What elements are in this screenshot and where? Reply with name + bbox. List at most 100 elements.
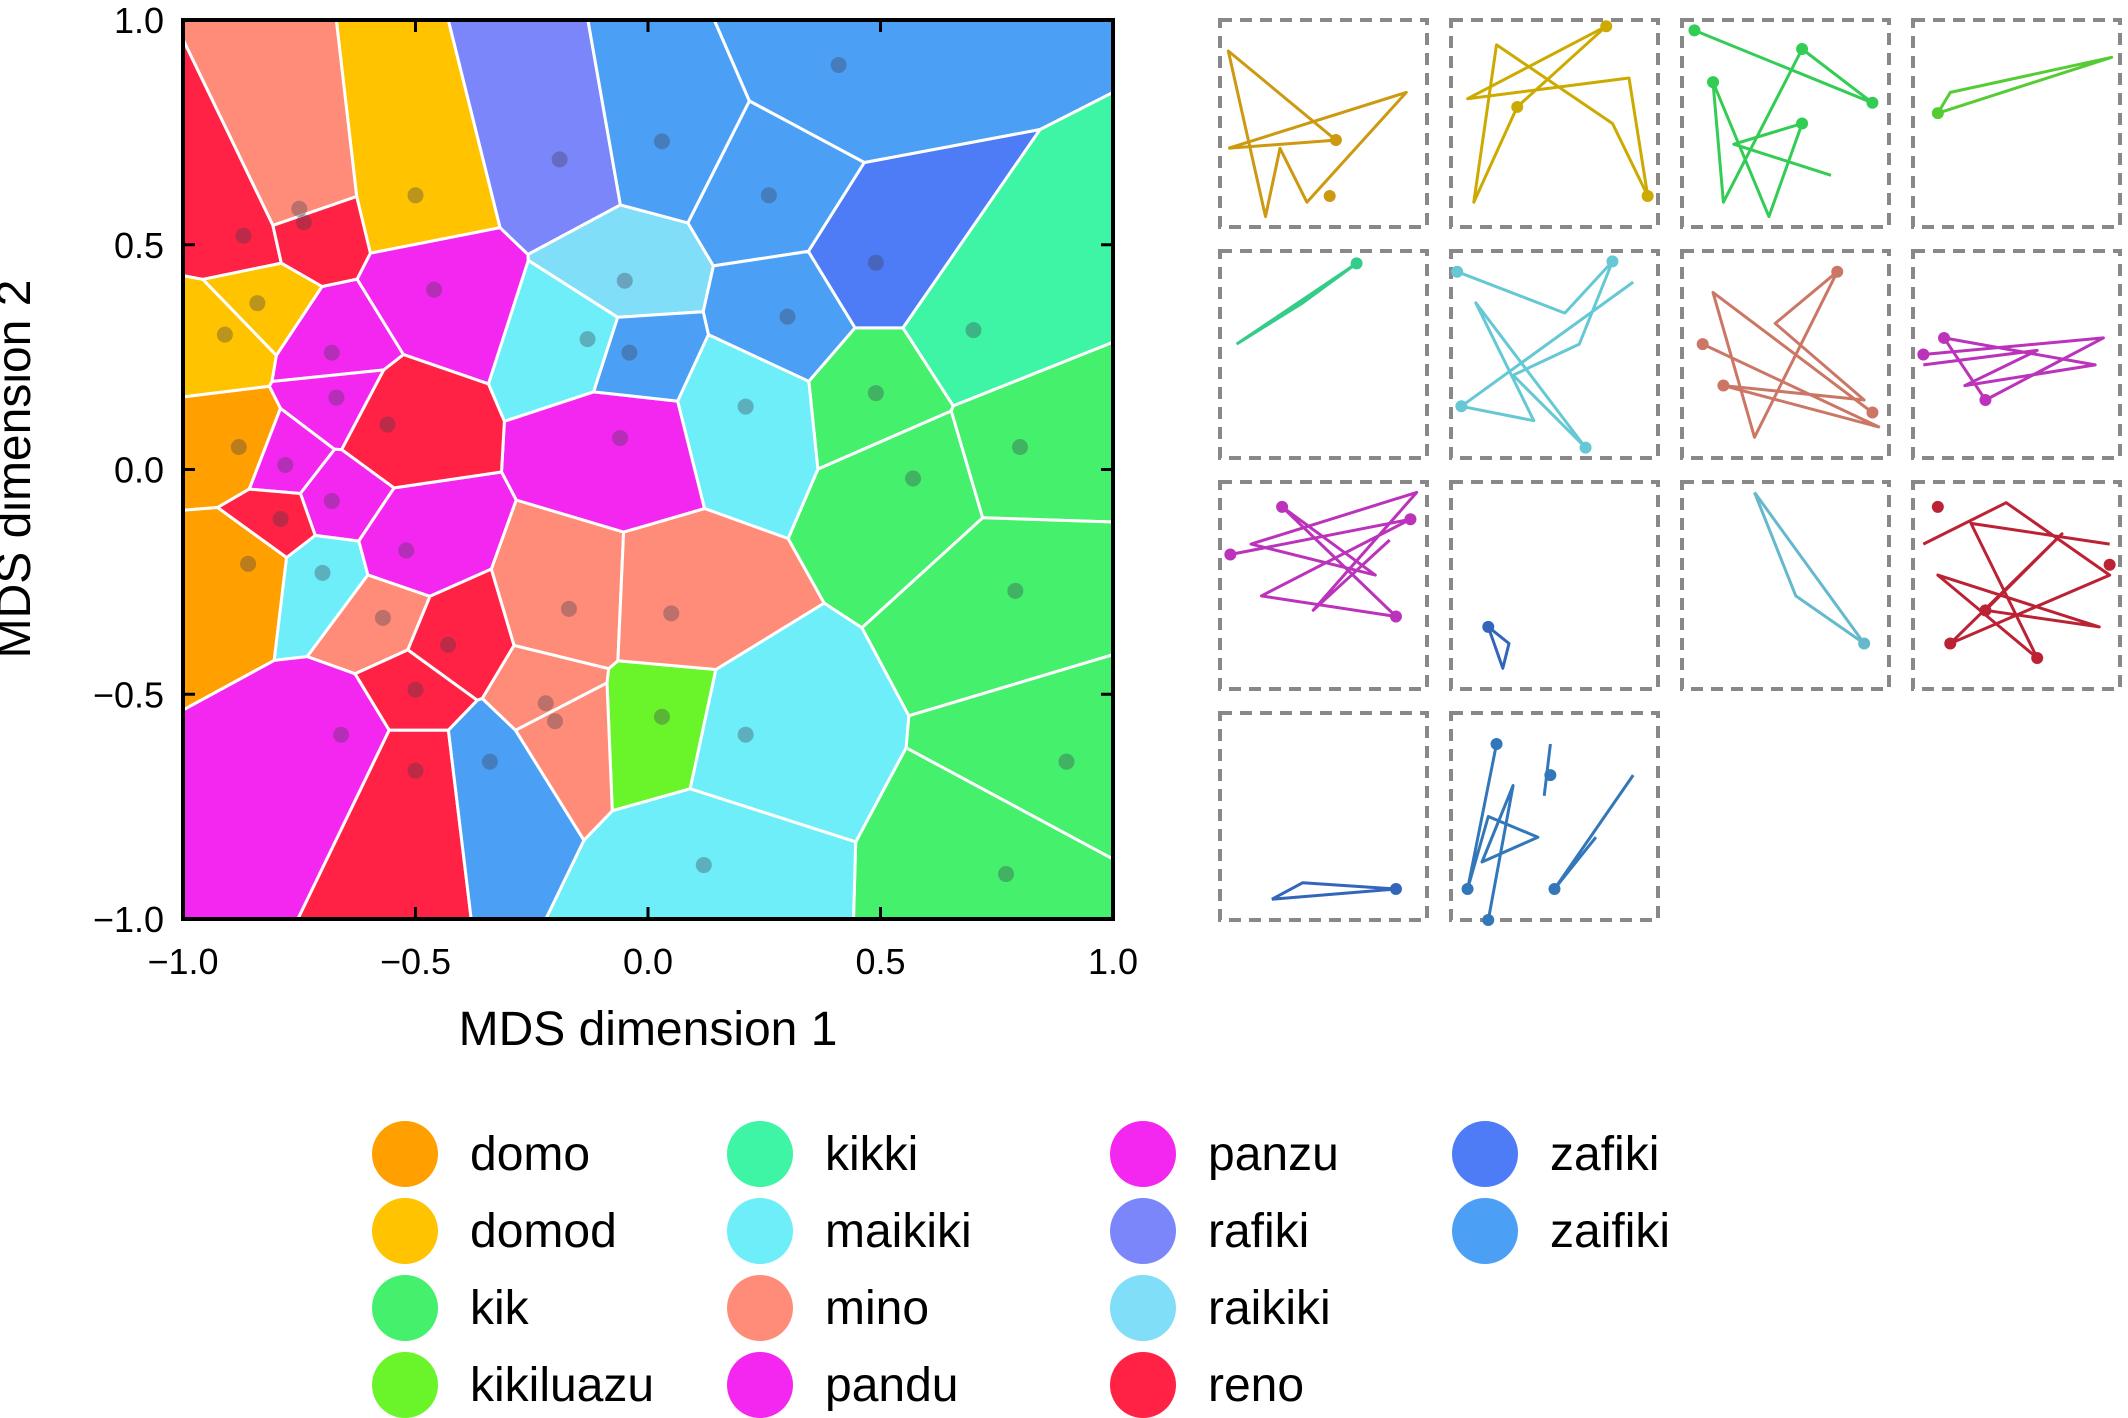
trajectory-panel bbox=[1680, 18, 1891, 229]
trajectory-point bbox=[2031, 651, 2044, 664]
data-point-panzu bbox=[398, 542, 415, 559]
trajectory-panel bbox=[1911, 249, 2122, 460]
data-point-domod bbox=[407, 187, 424, 204]
data-point-raikiki bbox=[616, 272, 633, 289]
data-point-kik bbox=[1007, 582, 1024, 599]
trajectory-line bbox=[1466, 743, 1540, 921]
trajectory-point bbox=[1858, 637, 1871, 650]
data-point-zaifiki bbox=[779, 308, 796, 325]
data-point-reno bbox=[295, 214, 312, 231]
data-point-mino bbox=[291, 200, 308, 217]
data-point-kik bbox=[905, 470, 922, 487]
panel-frame bbox=[1680, 18, 1891, 229]
trajectory-panels bbox=[1218, 18, 2122, 926]
panel-frame bbox=[1449, 249, 1660, 460]
trajectory-line bbox=[1702, 270, 1881, 439]
voronoi-plot: −1.0 −0.5 0.0 0.5 1.0 −1.0 −0.5 0.0 0.5 1.0 MDS d… bbox=[0, 0, 1138, 1056]
trajectory-point bbox=[1866, 406, 1879, 419]
data-point-reno bbox=[272, 510, 289, 527]
trajectory-point bbox=[1600, 20, 1613, 33]
voronoi-cell-zaifiki bbox=[446, 697, 586, 919]
trajectory-line bbox=[1936, 55, 2114, 115]
x-axis-label: MDS dimension 1 bbox=[459, 1003, 838, 1056]
trajectory-point bbox=[1831, 265, 1844, 278]
voronoi-cell-reno bbox=[216, 487, 317, 559]
voronoi-cell-kik bbox=[949, 340, 1113, 524]
data-point-kik bbox=[1012, 439, 1028, 456]
trajectory-point bbox=[1548, 882, 1561, 895]
trajectory-point bbox=[1579, 441, 1592, 454]
trajectory-panel bbox=[1449, 480, 1660, 691]
trajectory-point bbox=[1707, 76, 1720, 89]
panel-frame bbox=[1449, 711, 1660, 922]
y-tick-label: −0.5 bbox=[93, 674, 164, 715]
data-point-domod bbox=[249, 295, 266, 312]
panel-frame bbox=[1449, 480, 1660, 691]
data-point-zaifiki bbox=[653, 133, 670, 150]
data-point-kikiluazu bbox=[653, 708, 670, 725]
panel-frame bbox=[1680, 480, 1891, 691]
panel-frame bbox=[1911, 249, 2122, 460]
voronoi-cell-zaifiki bbox=[592, 310, 710, 403]
panel-frame bbox=[1218, 480, 1429, 691]
trajectory-panel bbox=[1449, 249, 1660, 460]
voronoi-cell-reno bbox=[340, 353, 506, 490]
trajectory-point bbox=[1323, 189, 1336, 202]
data-point-kikki bbox=[965, 322, 982, 339]
data-point-kik bbox=[998, 866, 1015, 883]
trajectory-point bbox=[1404, 513, 1417, 526]
data-point-reno bbox=[440, 636, 457, 653]
y-tick-label: 0.0 bbox=[114, 450, 164, 491]
trajectory-panel bbox=[1449, 18, 1660, 229]
trajectory-point bbox=[1224, 548, 1237, 561]
trajectory-point bbox=[1350, 257, 1363, 270]
data-point-maikiki bbox=[695, 857, 712, 874]
x-tick-label: 0.5 bbox=[855, 941, 905, 982]
trajectory-line bbox=[1456, 259, 1635, 450]
trajectory-point bbox=[1979, 604, 1992, 617]
trajectory-panel bbox=[1911, 18, 2122, 229]
trajectory-point bbox=[1917, 348, 1930, 361]
trajectory-point bbox=[1866, 96, 1879, 109]
data-point-kik bbox=[867, 385, 884, 402]
trajectory-point bbox=[1482, 914, 1495, 926]
data-point-domod bbox=[216, 326, 233, 343]
data-point-mino bbox=[663, 605, 680, 622]
trajectory-line bbox=[1486, 625, 1511, 670]
panel-frame bbox=[1218, 18, 1429, 229]
data-point-zafiki bbox=[867, 254, 884, 271]
panel-frame bbox=[1680, 249, 1891, 460]
data-point-pandu bbox=[323, 344, 340, 361]
x-tick-label: −0.5 bbox=[380, 941, 451, 982]
data-point-pandu bbox=[277, 457, 294, 474]
trajectory-point bbox=[1490, 738, 1503, 751]
data-point-reno bbox=[407, 762, 424, 779]
x-tick-label: 0.0 bbox=[623, 941, 673, 982]
data-point-maikiki bbox=[314, 564, 331, 581]
trajectory-point bbox=[1796, 42, 1809, 55]
trajectory-point bbox=[1389, 882, 1402, 895]
data-point-panzu bbox=[323, 492, 340, 509]
trajectory-line bbox=[1466, 24, 1650, 204]
trajectory-point bbox=[1641, 189, 1654, 202]
panel-frame bbox=[1449, 18, 1660, 229]
trajectory-panel bbox=[1449, 711, 1660, 926]
data-point-pandu bbox=[333, 726, 350, 743]
trajectory-line bbox=[1230, 490, 1419, 618]
trajectory-panel bbox=[1218, 711, 1429, 922]
panel-frame bbox=[1911, 18, 2122, 229]
data-point-panzu bbox=[328, 389, 345, 406]
trajectory-line bbox=[1271, 881, 1398, 901]
data-point-zaifiki bbox=[621, 344, 638, 361]
trajectory-point bbox=[1482, 620, 1495, 633]
y-tick-label: 0.5 bbox=[114, 225, 164, 266]
x-tick-label: −1.0 bbox=[147, 941, 218, 982]
data-point-panzu bbox=[426, 281, 443, 298]
trajectory-point bbox=[1944, 637, 1957, 650]
trajectory-panel bbox=[1680, 480, 1891, 691]
trajectory-point bbox=[1979, 394, 1992, 407]
trajectory-point bbox=[1461, 882, 1474, 895]
trajectory-point bbox=[1688, 24, 1701, 37]
data-point-zaifiki bbox=[830, 56, 847, 73]
trajectory-panel bbox=[1911, 480, 2122, 691]
